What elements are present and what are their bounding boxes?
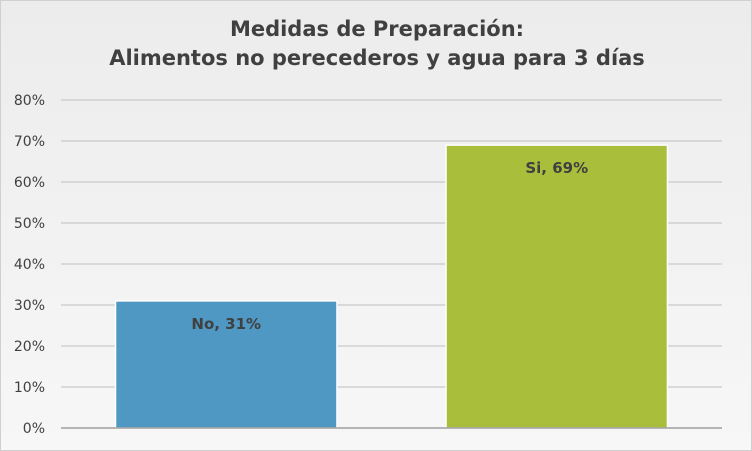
bar-no bbox=[114, 300, 338, 429]
y-tick-label: 50% bbox=[14, 216, 45, 232]
data-label: Si, 69% bbox=[525, 159, 588, 177]
y-tick-label: 80% bbox=[14, 93, 45, 109]
y-tick-label: 20% bbox=[14, 339, 45, 355]
y-tick-label: 30% bbox=[14, 298, 45, 314]
chart-title-line-1: Medidas de Preparación: bbox=[229, 17, 525, 41]
y-tick-label: 40% bbox=[14, 257, 45, 273]
y-tick-label: 10% bbox=[14, 380, 45, 396]
y-tick-label: 70% bbox=[14, 134, 45, 150]
y-tick-label: 60% bbox=[14, 175, 45, 191]
chart-title-line-2: Alimentos no perecederos y agua para 3 d… bbox=[109, 46, 645, 70]
bar-si bbox=[445, 144, 669, 429]
data-label: No, 31% bbox=[191, 315, 261, 333]
chart-title: Medidas de Preparación: Alimentos no per… bbox=[1, 15, 752, 73]
y-tick-label: 0% bbox=[23, 421, 45, 437]
